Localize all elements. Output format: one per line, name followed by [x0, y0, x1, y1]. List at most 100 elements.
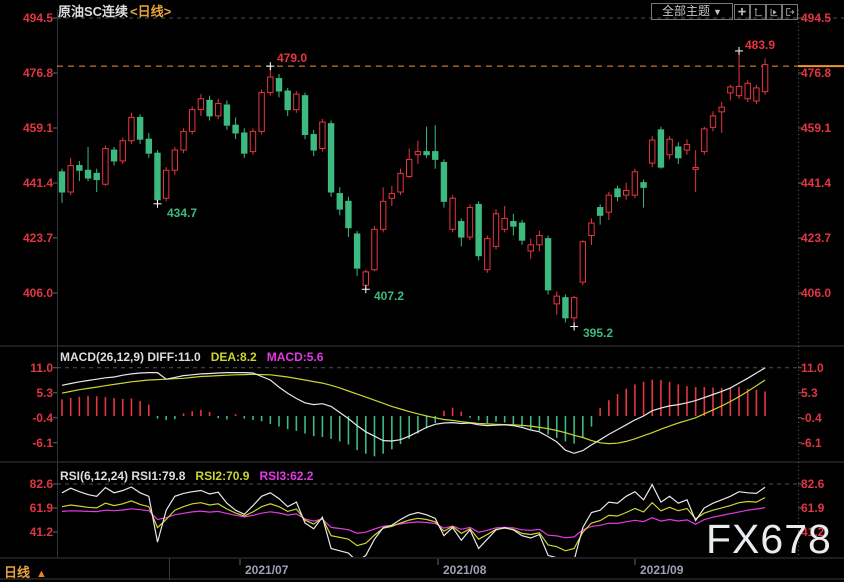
candle-body: [197, 98, 205, 111]
candle-body: [136, 116, 144, 140]
axis-scale-button[interactable]: [750, 4, 766, 20]
candle-body: [388, 193, 396, 199]
candle-body: [735, 85, 743, 97]
candle-body: [327, 123, 335, 193]
candle-body: [614, 188, 621, 198]
candle-body: [76, 165, 83, 171]
watermark: FX678: [706, 516, 832, 562]
price-axis-label-right: 423.7: [801, 231, 831, 245]
candle-body: [171, 149, 179, 171]
price-annotation: 483.9: [745, 38, 775, 52]
candle-body: [458, 221, 465, 238]
candle-body: [414, 151, 422, 156]
candle-body: [518, 222, 526, 241]
candle-body: [744, 82, 751, 100]
candle-body: [249, 130, 257, 153]
macd-label-row: MACD(26,12,9) DIFF:11.0 DEA:8.2 MACD:5.6: [60, 350, 323, 364]
candle-body: [162, 169, 170, 199]
candle-body: [449, 197, 456, 230]
candle-body: [293, 93, 300, 111]
candle-body: [397, 172, 404, 193]
candle-body: [588, 222, 595, 237]
candle-body: [345, 200, 352, 229]
dea-line: [61, 373, 766, 445]
macd-axis-label-left: -6.1: [32, 436, 53, 450]
axis-play-button[interactable]: [766, 4, 782, 20]
candle-body: [362, 271, 370, 286]
candle-body: [492, 213, 500, 247]
chart-header: 原油SC连续 <日线>: [58, 1, 171, 21]
macd-axis-label-right: -0.4: [801, 411, 822, 425]
axis-play-icon: [770, 8, 778, 17]
candle-body: [623, 189, 630, 196]
price-annotation: 395.2: [583, 326, 613, 340]
price-annotation: 479.0: [277, 51, 307, 65]
candle-body: [223, 104, 231, 126]
candle-body: [379, 200, 387, 230]
candle-body: [683, 143, 691, 151]
rsi-label-rsi3: RSI3:62.2: [259, 469, 314, 483]
candle-body: [241, 132, 248, 154]
exit-button[interactable]: [782, 4, 798, 20]
candle-body: [84, 169, 92, 179]
candle-body: [180, 130, 187, 151]
candle-body: [657, 129, 665, 168]
candle-body: [553, 295, 560, 305]
candle-body: [701, 128, 708, 153]
candle-body: [189, 109, 196, 132]
theme-dropdown[interactable]: 全部主题 ▼: [651, 3, 733, 20]
period-up-arrow-icon: ▲: [36, 568, 47, 580]
move-button[interactable]: [734, 4, 750, 20]
candle-body: [102, 148, 109, 185]
candle-body: [232, 124, 239, 134]
month-label: 2021/09: [640, 563, 684, 577]
candle-body: [154, 152, 161, 201]
candle-body: [510, 221, 517, 227]
candle-body: [301, 95, 309, 136]
price-axis-label-right: 441.4: [801, 176, 831, 190]
price-annotation: 407.2: [374, 289, 404, 303]
candle-body: [258, 92, 265, 132]
candle-body: [275, 78, 283, 92]
price-annotation: 434.7: [167, 206, 197, 220]
candle-body: [596, 207, 604, 216]
candle-body: [527, 244, 534, 252]
candle-body: [466, 207, 474, 238]
candle-body: [145, 138, 153, 154]
period-tag: <日线>: [130, 4, 172, 19]
rsi-label-main: RSI(6,12,24) RSI1:79.8: [60, 469, 186, 483]
candle-body: [666, 138, 673, 156]
macd-axis-label-right: 11.0: [801, 361, 824, 375]
theme-dropdown-label: 全部主题: [662, 4, 711, 18]
candle-body: [267, 76, 274, 94]
macd-axis-label-right: -6.1: [801, 436, 822, 450]
period-selector[interactable]: 日线 ▲: [4, 562, 47, 582]
rsi-axis-label-right: 61.9: [801, 501, 825, 515]
rsi-axis-label-left: 41.2: [30, 525, 54, 539]
candle-body: [570, 297, 578, 319]
candle-body: [753, 87, 760, 102]
macd-label-main: MACD(26,12,9) DIFF:11.0: [60, 350, 201, 364]
macd-label-dea: DEA:8.2: [210, 350, 257, 364]
candle-body: [206, 99, 213, 117]
dropdown-arrow-icon: ▼: [713, 7, 722, 17]
axis-scale-icon: [754, 7, 763, 17]
price-axis-label-left: 494.5: [23, 11, 53, 25]
rsi3-line: [61, 507, 766, 539]
candle-body: [432, 151, 439, 160]
macd-label-macd: MACD:5.6: [266, 350, 324, 364]
period-selector-label: 日线: [4, 565, 31, 580]
candle-body: [423, 151, 430, 156]
price-axis-label-right: 476.8: [801, 66, 831, 80]
candle-body: [675, 146, 682, 159]
candle-body: [310, 134, 317, 151]
price-axis-label-left: 441.4: [23, 176, 53, 190]
candle-body: [501, 217, 508, 230]
rsi-axis-label-right: 82.6: [801, 477, 825, 491]
candle-body: [406, 158, 413, 177]
price-axis-label-left: 476.8: [23, 66, 53, 80]
candle-body: [440, 161, 448, 202]
candle-body: [336, 193, 343, 210]
price-axis-label-left: 459.1: [23, 121, 53, 135]
